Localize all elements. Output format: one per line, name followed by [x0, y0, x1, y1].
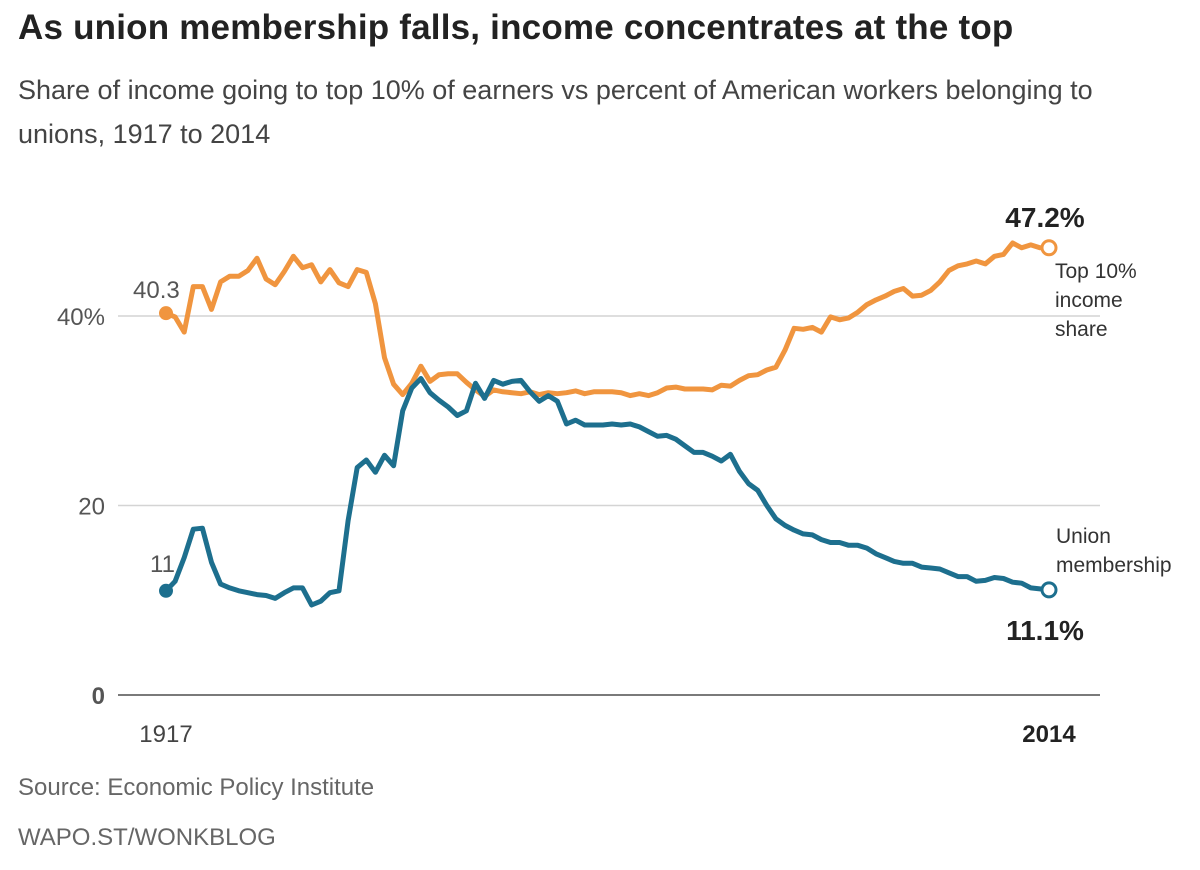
start-value-label: 40.3	[133, 277, 180, 304]
series-name-label: Top 10% income share	[1055, 260, 1137, 341]
y-tick-label: 20	[78, 494, 105, 521]
y-tick-label: 0	[92, 683, 105, 710]
end-point-marker	[1040, 581, 1058, 599]
end-value-label: 11.1%	[1006, 615, 1084, 646]
x-tick-label: 1917	[139, 721, 192, 748]
end-value-label: 47.2%	[1005, 202, 1084, 233]
series-line-income-share	[163, 240, 1052, 399]
chart-subtitle: Share of income going to top 10% of earn…	[18, 75, 1093, 149]
chart-title: As union membership falls, income concen…	[18, 8, 1014, 47]
end-point-marker	[1040, 239, 1058, 257]
series-name-label: Union membership	[1056, 525, 1172, 577]
credit-note: WAPO.ST/WONKBLOG	[18, 824, 276, 851]
x-axis-ticks: 1917 2014	[139, 721, 1076, 748]
x-tick-label: 2014	[1022, 721, 1076, 748]
start-value-label: 11	[150, 551, 175, 578]
gridlines	[118, 315, 1100, 696]
series-lines	[163, 240, 1052, 608]
y-tick-label: 40%	[57, 304, 105, 331]
series-line-union-membership	[163, 376, 1052, 608]
source-note: Source: Economic Policy Institute	[18, 774, 375, 801]
start-point-marker	[159, 583, 173, 598]
start-point-marker	[159, 306, 173, 321]
y-axis-ticks: 0 20 40%	[57, 304, 105, 710]
series-labels: 40.3 47.2% Top 10% income share 11 11.1% Union m…	[133, 202, 1172, 646]
series-markers	[159, 239, 1058, 599]
